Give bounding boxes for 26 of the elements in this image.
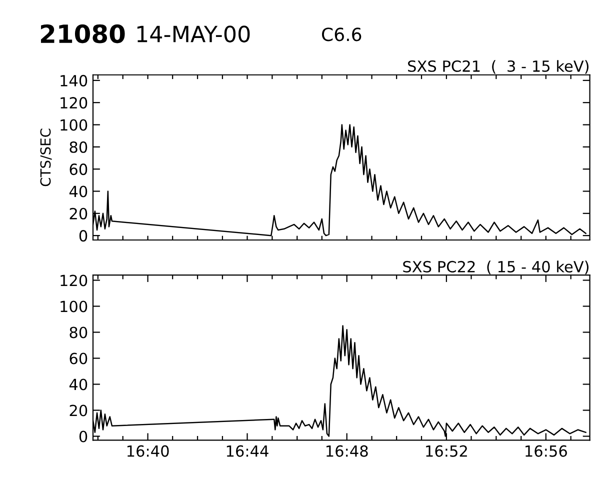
y-tick-label: 60 [70, 352, 88, 364]
chart-title: SXS PC22 ( 15 - 40 keV) [403, 260, 588, 274]
y-tick-label: 100 [60, 119, 88, 131]
y-tick-label: 60 [70, 164, 88, 176]
x-tick-label: 16:52 [426, 445, 467, 457]
y-axis-title: CTS/SEC [40, 128, 52, 186]
y-tick-label: 0 [79, 230, 88, 242]
text: 21080 [40, 24, 125, 44]
chart-title: SXS PC21 ( 3 - 15 keV) [408, 60, 588, 74]
text: 14-MAY-00 [137, 26, 250, 42]
x-tick-label: 16:44 [226, 445, 268, 457]
text: C6.6 [322, 28, 362, 42]
y-tick-label: 40 [69, 186, 88, 198]
y-tick-label: 20 [70, 208, 88, 220]
y-tick-label: 80 [70, 141, 88, 153]
x-tick-label: 16:48 [326, 445, 368, 457]
y-tick-label: 0 [79, 430, 88, 442]
y-tick-label: 120 [60, 274, 88, 286]
y-tick-label: 120 [60, 97, 88, 109]
y-tick-label: 80 [70, 326, 88, 338]
y-tick-label: 100 [60, 300, 88, 312]
y-tick-label: 40 [69, 378, 88, 390]
y-tick-label: 140 [60, 74, 88, 86]
x-tick-label: 16:40 [127, 445, 169, 457]
x-tick-label: 16:56 [526, 445, 567, 457]
y-tick-label: 20 [70, 404, 88, 416]
